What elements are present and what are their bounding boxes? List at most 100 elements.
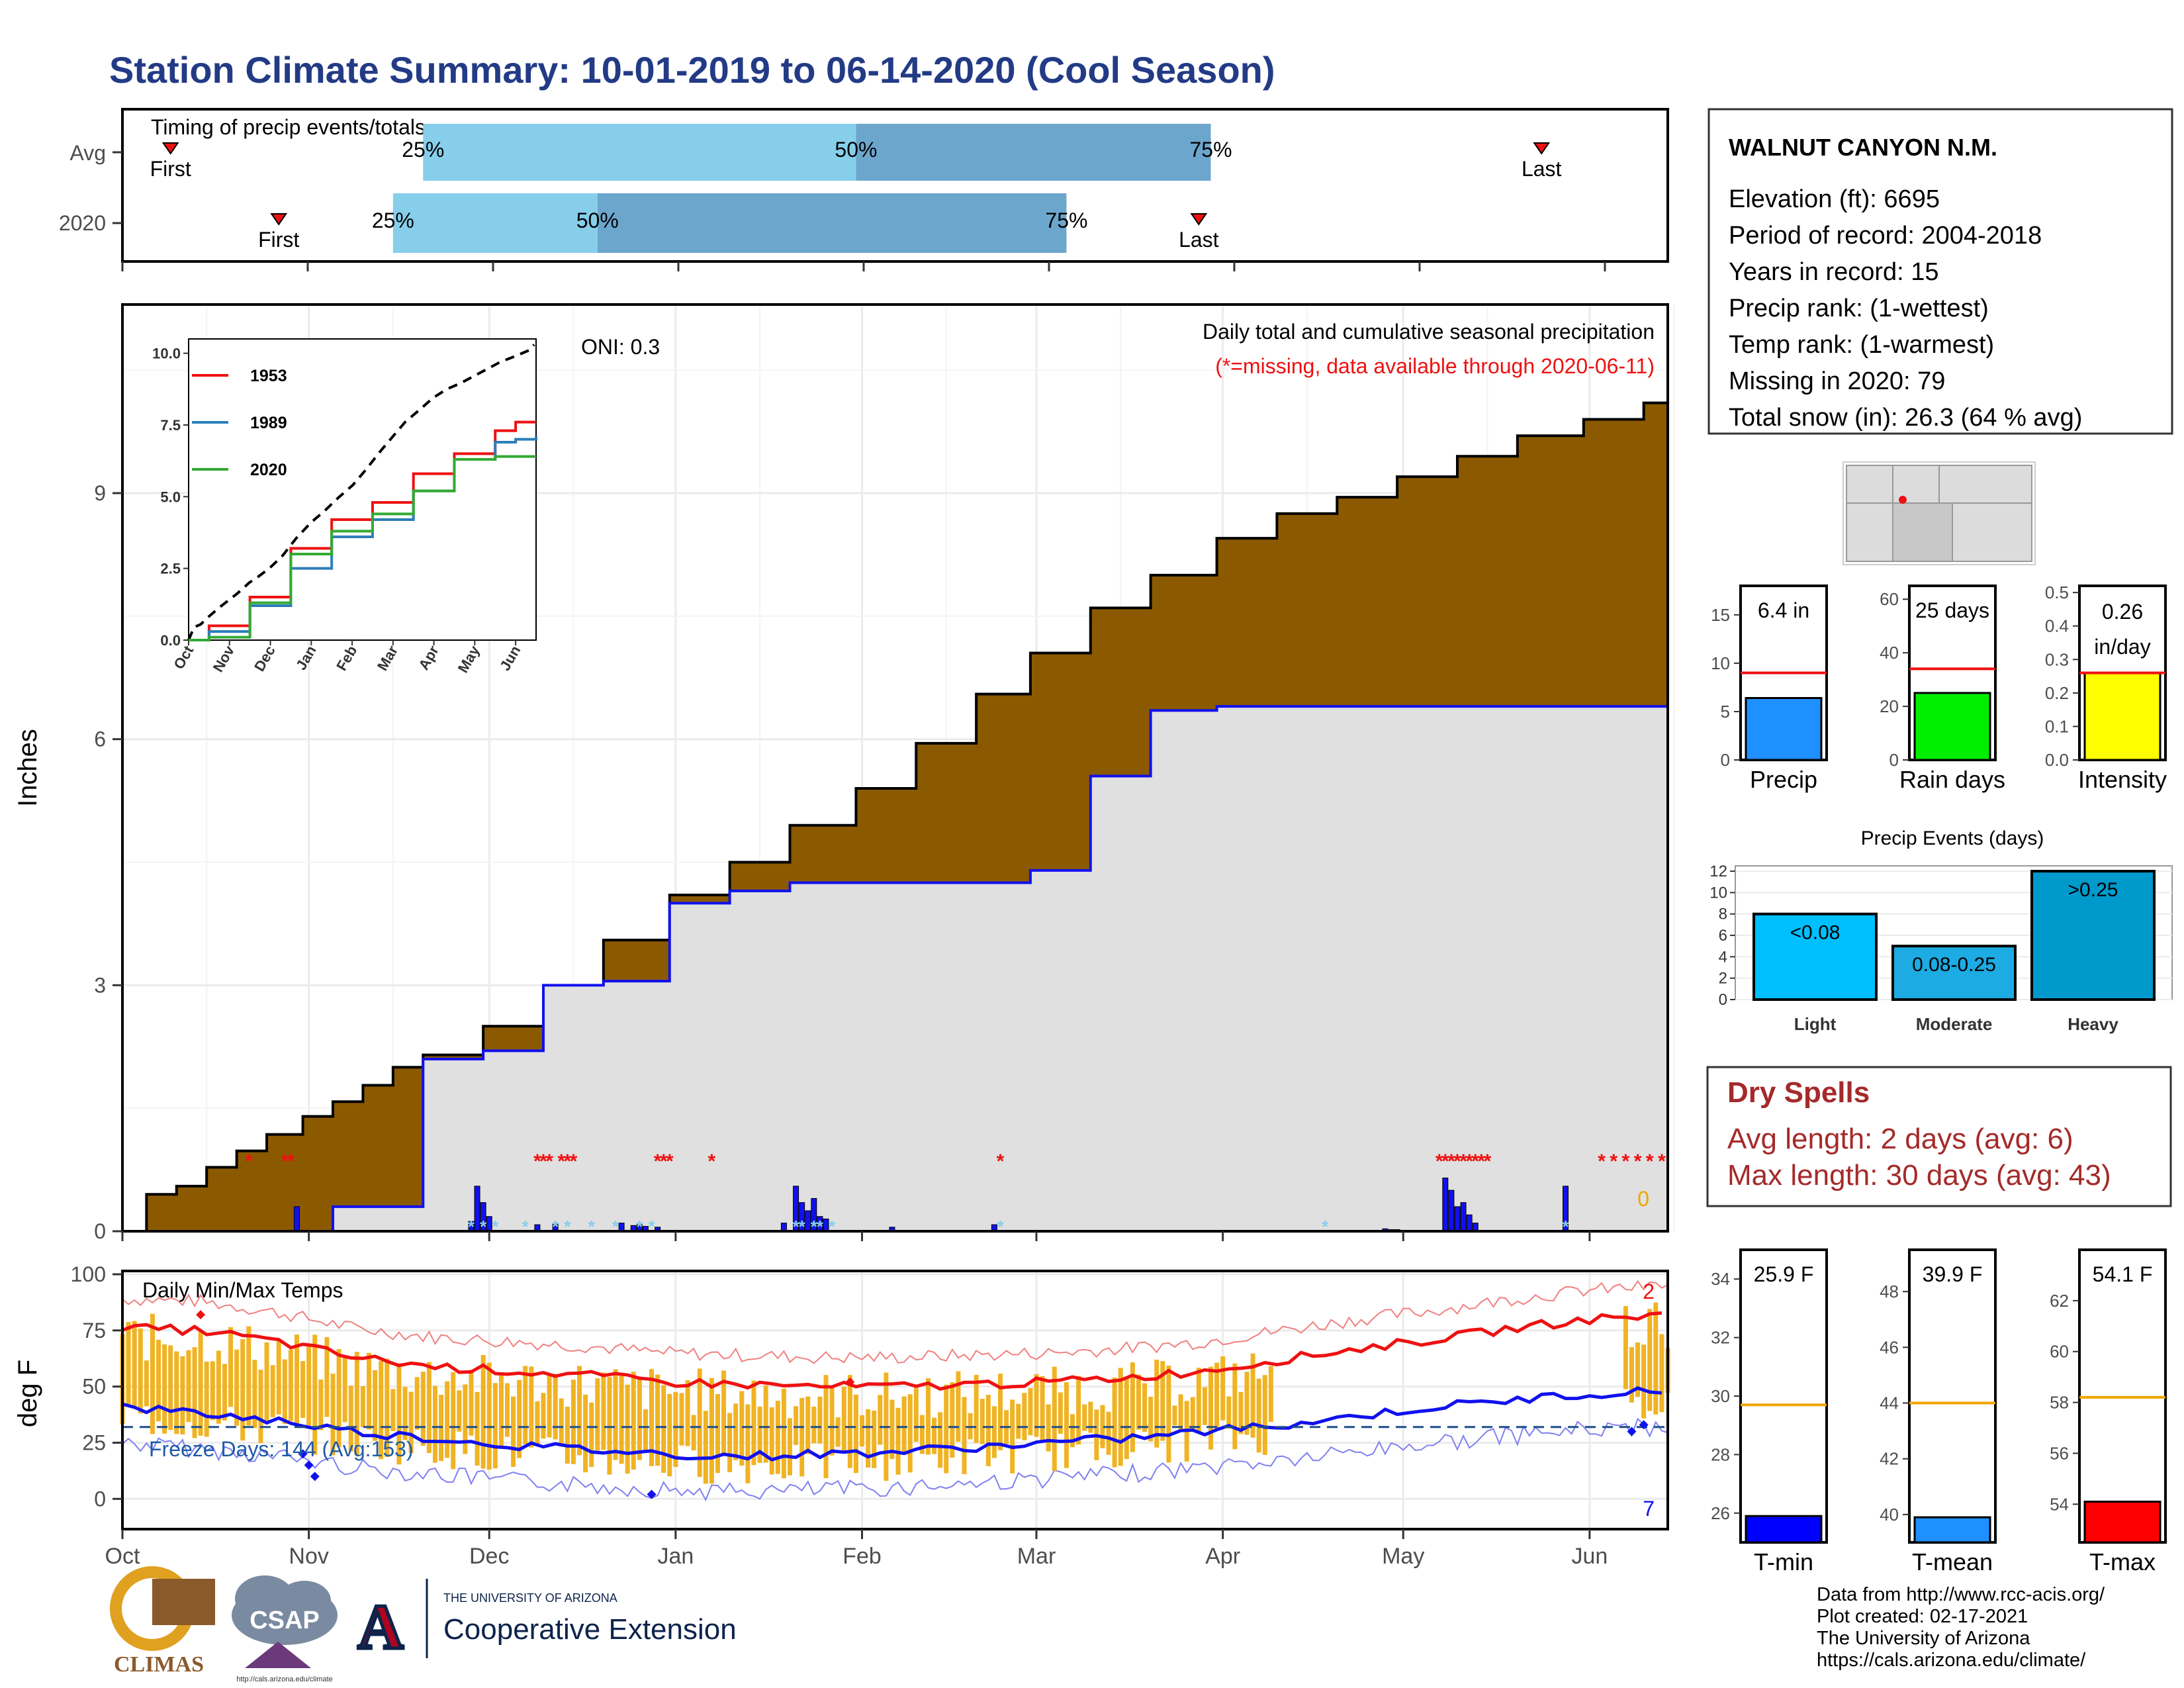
daily-temp-range-bar <box>385 1358 390 1458</box>
daily-temp-range-bar <box>956 1371 961 1442</box>
daily-temp-range-bar <box>733 1403 739 1460</box>
daily-temp-range-bar <box>336 1349 341 1448</box>
temp-x-tick-label: Apr <box>1205 1544 1240 1569</box>
daily-temp-range-bar <box>1160 1361 1165 1441</box>
daily-temp-range-bar <box>174 1351 179 1434</box>
daily-temp-range-bar <box>318 1380 324 1430</box>
daily-temp-range-bar <box>1106 1411 1111 1455</box>
record-day-marker <box>1639 1420 1649 1430</box>
daily-temp-range-bar <box>601 1372 606 1450</box>
temp-summary-y-tick-label: 28 <box>1711 1444 1730 1464</box>
daily-precip-bar <box>1448 1190 1455 1232</box>
daily-temp-range-bar <box>565 1407 570 1464</box>
daily-temp-range-bar <box>1268 1366 1273 1423</box>
daily-temp-range-bar <box>811 1406 817 1444</box>
daily-temp-range-bar <box>1262 1375 1267 1455</box>
daily-temp-range-bar <box>150 1313 155 1434</box>
precip-y-tick-label: 0 <box>94 1219 106 1243</box>
record-day-marker <box>647 1489 657 1499</box>
daily-temp-range-bar <box>613 1369 618 1460</box>
daily-temp-range-bar <box>619 1372 624 1464</box>
daily-temp-range-bar <box>192 1347 197 1438</box>
daily-temp-range-bar <box>198 1330 203 1436</box>
temp-y-tick-label: 100 <box>71 1262 106 1286</box>
daily-temp-range-bar <box>745 1404 751 1483</box>
climas-logo-text: CLIMAS <box>114 1652 204 1677</box>
events-bar-label: <0.08 <box>1790 922 1841 944</box>
timing-pct-label: 50% <box>576 209 619 232</box>
missing-data-marker: * <box>1453 1150 1461 1172</box>
temp-summary-y-tick-label: 40 <box>1880 1505 1899 1524</box>
summary-bar <box>1745 696 1823 761</box>
daily-temp-range-bar <box>794 1406 799 1445</box>
daily-temp-range-bar <box>991 1406 997 1458</box>
daily-temp-range-bar <box>709 1378 714 1484</box>
daily-temp-range-bar <box>1623 1306 1628 1389</box>
daily-temp-range-bar <box>1256 1378 1261 1453</box>
daily-temp-range-bar <box>679 1393 684 1446</box>
events-bar <box>1752 912 1878 1001</box>
missing-data-marker: * <box>1610 1150 1617 1172</box>
snow-day-marker: * <box>468 1217 475 1237</box>
temp-summary-category-label: T-max <box>2089 1548 2156 1575</box>
missing-data-marker: * <box>1435 1150 1443 1172</box>
summary-value-label: 25 days <box>1915 598 1989 622</box>
inset-y-tick-label: 2.5 <box>160 561 181 577</box>
daily-temp-range-bar <box>823 1375 829 1479</box>
daily-temp-range-bar <box>324 1337 330 1417</box>
missing-data-marker: * <box>1471 1150 1479 1172</box>
snow-day-marker: * <box>552 1217 559 1237</box>
daily-temp-range-bar <box>661 1385 666 1474</box>
daily-temp-range-bar <box>1070 1414 1075 1448</box>
missing-data-marker: * <box>1658 1150 1666 1172</box>
daily-temp-range-bar <box>895 1407 901 1475</box>
timing-row-avg-label: Avg <box>69 141 106 165</box>
missing-data-marker: * <box>1459 1150 1467 1172</box>
temp-summary-y-tick-label: 44 <box>1880 1393 1899 1413</box>
daily-precip-bar <box>1442 1177 1449 1232</box>
precip-y-tick-label: 3 <box>94 973 106 997</box>
daily-temp-range-bar <box>1076 1376 1081 1445</box>
precip-frame <box>121 303 1669 1233</box>
daily-temp-range-bar <box>625 1384 630 1474</box>
inset-y-tick-label: 7.5 <box>160 417 181 434</box>
daily-temp-range-bar <box>402 1387 408 1440</box>
daily-temp-range-bar <box>204 1361 209 1437</box>
temp-summary-y-tick-label: 30 <box>1711 1386 1730 1406</box>
timing-pct-label: 25% <box>402 138 444 162</box>
snow-day-marker: * <box>564 1217 571 1237</box>
daily-temp-range-bar <box>390 1389 396 1431</box>
temp-x-tick-label: Feb <box>842 1544 882 1569</box>
summary-y-tick-label: 0.5 <box>2045 583 2069 602</box>
dry-spells-max: Max length: 30 days (avg: 43) <box>1727 1159 2111 1192</box>
summary-y-tick-label: 0.2 <box>2045 683 2069 703</box>
daily-temp-range-bar <box>817 1396 823 1444</box>
daily-temp-range-bar <box>1016 1403 1021 1439</box>
daily-temp-range-bar <box>168 1345 173 1430</box>
temp-y-tick-label: 25 <box>82 1430 106 1454</box>
last-event-label: Last <box>1522 157 1562 181</box>
daily-temp-range-bar <box>1154 1360 1160 1448</box>
station-location-marker <box>1899 496 1907 504</box>
events-bar <box>1891 945 2017 1001</box>
snow-day-marker: * <box>636 1217 643 1237</box>
daily-temp-range-bar <box>751 1380 756 1466</box>
dry-spells-frame <box>1706 1066 2172 1207</box>
daily-temp-range-bar <box>300 1361 306 1418</box>
map-state-nevada <box>1846 465 1893 504</box>
events-bar <box>2030 870 2156 1001</box>
first-event-marker <box>270 213 288 226</box>
daily-temp-range-bar <box>306 1346 312 1426</box>
daily-temp-range-bar <box>270 1365 275 1417</box>
daily-precip-bar <box>823 1218 829 1232</box>
missing-note: (*=missing, data available through 2020-… <box>1215 354 1655 378</box>
daily-temp-range-bar <box>907 1394 913 1473</box>
record-high-count: 2 <box>1643 1280 1655 1303</box>
missing-data-marker: * <box>1598 1150 1606 1172</box>
inset-series-2020 <box>189 455 536 641</box>
daily-temp-range-bar <box>721 1370 727 1455</box>
daily-temp-range-bar <box>1124 1378 1129 1460</box>
daily-temp-range-bar <box>1148 1397 1154 1442</box>
station-temp-rank: Temp rank: (1-warmest) <box>1729 331 1994 359</box>
summary-value-label: 0.26 <box>2102 600 2143 624</box>
